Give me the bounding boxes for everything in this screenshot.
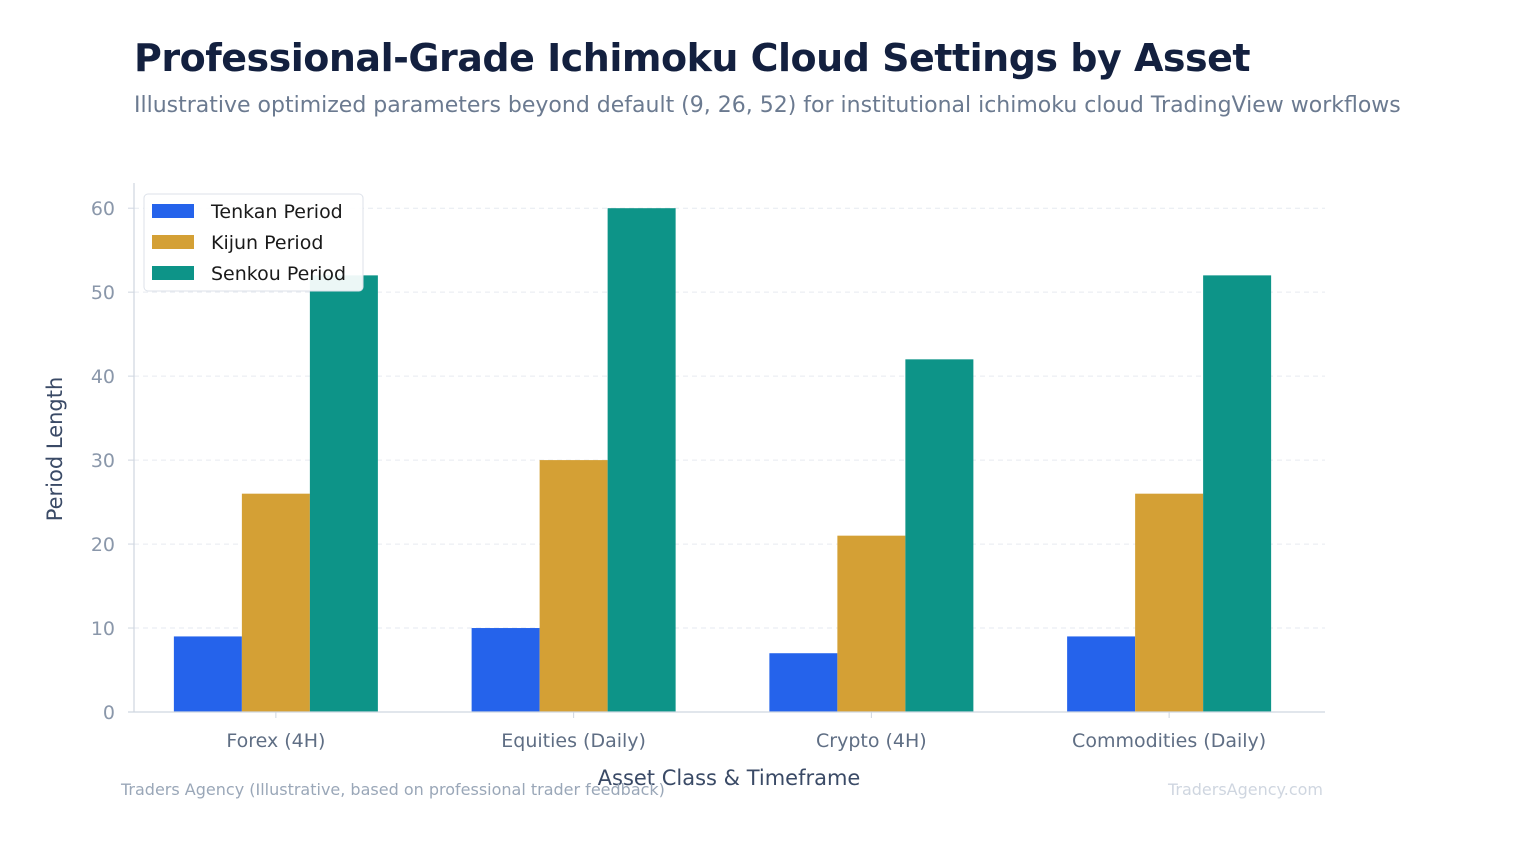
y-tick-label: 20 xyxy=(91,534,115,556)
y-tick-label: 10 xyxy=(91,618,115,640)
source-note: Traders Agency (Illustrative, based on p… xyxy=(121,780,665,799)
bar-kijun-period xyxy=(241,493,310,712)
bar-tenkan-period xyxy=(769,653,838,712)
x-tick-label: Crypto (4H) xyxy=(816,730,927,752)
bar-senkou-period xyxy=(607,208,676,712)
chart-subtitle: Illustrative optimized parameters beyond… xyxy=(134,93,1401,118)
y-tick-label: 40 xyxy=(91,366,115,388)
legend-label: Kijun Period xyxy=(211,232,323,254)
legend: Tenkan Period Kijun Period Senkou Period xyxy=(143,193,364,292)
y-tick-label: 50 xyxy=(91,282,115,304)
bar-senkou-period xyxy=(1203,275,1272,712)
chart-title: Professional-Grade Ichimoku Cloud Settin… xyxy=(134,36,1251,80)
y-axis-label: Period Length xyxy=(43,377,67,522)
legend-box xyxy=(143,193,364,292)
x-tick-label: Forex (4H) xyxy=(226,730,325,752)
legend-swatch xyxy=(152,235,194,249)
bar-tenkan-period xyxy=(173,636,242,712)
axes xyxy=(128,183,1325,713)
y-tick-label: 60 xyxy=(91,198,115,220)
bar-tenkan-period xyxy=(1067,636,1136,712)
y-tick-labels: 0 10 20 30 40 50 60 xyxy=(91,198,134,724)
bar-senkou-period xyxy=(905,359,974,712)
x-tick-labels: Forex (4H) Equities (Daily) Crypto (4H) Com… xyxy=(226,712,1266,752)
bars xyxy=(173,208,1272,712)
bar-kijun-period xyxy=(1135,493,1204,712)
legend-swatch xyxy=(152,204,194,218)
legend-label: Tenkan Period xyxy=(210,201,343,223)
x-axis-label: Asset Class & Timeframe xyxy=(598,766,861,790)
bar-kijun-period xyxy=(539,460,608,712)
bar-senkou-period xyxy=(309,275,378,712)
bar-kijun-period xyxy=(837,535,906,712)
legend-swatch xyxy=(152,266,194,280)
y-tick-label: 0 xyxy=(103,702,115,724)
x-tick-label: Commodities (Daily) xyxy=(1072,730,1266,752)
brand-link[interactable]: TradersAgency.com xyxy=(1167,780,1323,799)
x-tick-label: Equities (Daily) xyxy=(501,730,646,752)
y-tick-label: 30 xyxy=(91,450,115,472)
bar-tenkan-period xyxy=(471,628,540,712)
legend-label: Senkou Period xyxy=(211,263,346,285)
